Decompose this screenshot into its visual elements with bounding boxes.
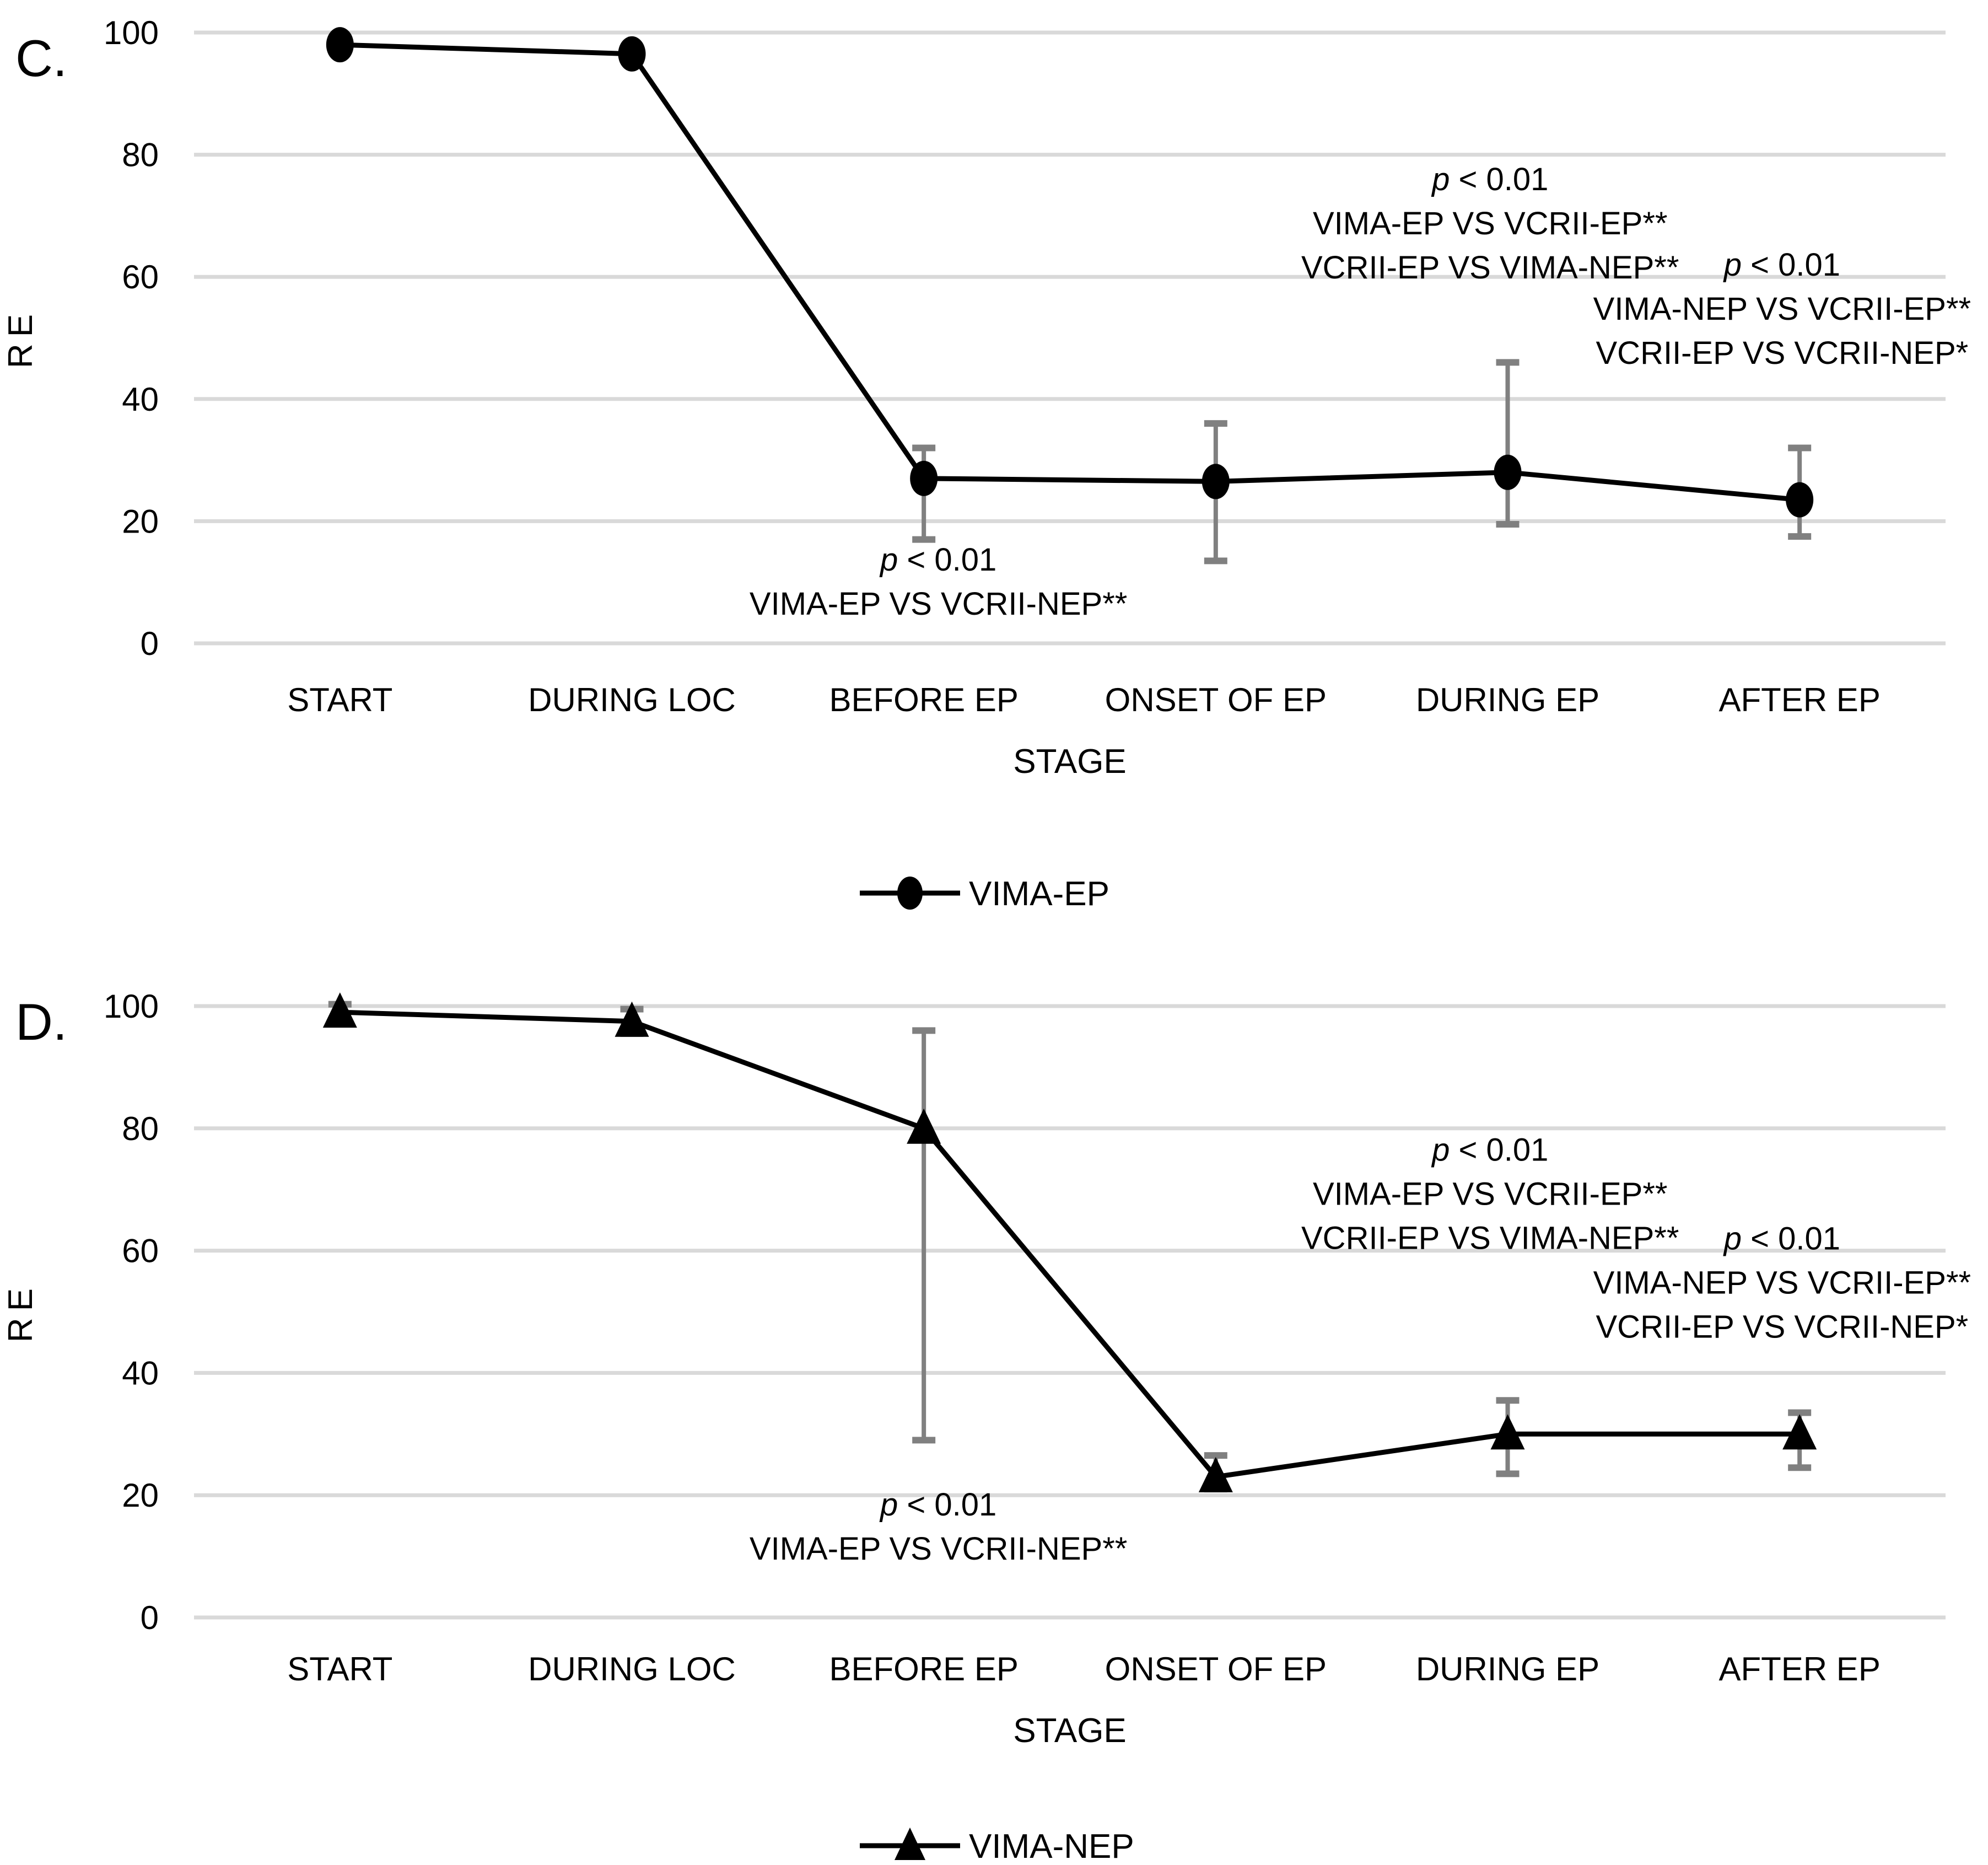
x-category-label: DURING LOC: [528, 1651, 736, 1687]
y-tick-label: 80: [122, 137, 159, 174]
y-tick-label: 100: [104, 988, 159, 1025]
data-point-marker-triangle: [907, 1108, 941, 1144]
data-point-marker-triangle: [322, 992, 357, 1028]
data-point-marker-circle: [326, 27, 354, 63]
y-tick-label: 20: [122, 503, 159, 540]
data-point-marker-triangle: [1198, 1456, 1233, 1492]
panel-label-c: C.: [15, 29, 67, 87]
data-point-marker-circle: [1786, 482, 1814, 518]
y-tick-label: 0: [141, 625, 159, 662]
x-category-label: DURING EP: [1416, 1651, 1599, 1687]
annotation-line: p < 0.01: [1431, 1132, 1548, 1168]
annotation-line: VIMA-EP VS VCRII-EP**: [1313, 206, 1668, 241]
annotation-line: p < 0.01: [1723, 1221, 1840, 1256]
annotation-line: VCRII-EP VS VIMA-NEP**: [1301, 250, 1679, 286]
y-tick-label: 40: [122, 381, 159, 418]
series-line: [340, 42, 1800, 503]
y-tick-label: 60: [122, 259, 159, 295]
annotation-line: VCRII-EP VS VIMA-NEP**: [1301, 1221, 1679, 1256]
series-line: [340, 1009, 1800, 1480]
x-category-label: BEFORE EP: [829, 681, 1018, 718]
annotation-line: VIMA-EP VS VCRII-NEP**: [750, 586, 1127, 622]
x-category-label: BEFORE EP: [829, 1651, 1018, 1687]
legend-marker-circle: [897, 877, 923, 910]
y-tick-label: 20: [122, 1477, 159, 1514]
y-tick-label: 80: [122, 1110, 159, 1147]
x-category-label: ONSET OF EP: [1105, 1651, 1327, 1687]
legend-label: VIMA-EP: [969, 875, 1109, 913]
x-axis-title: STAGE: [1013, 1712, 1127, 1750]
x-category-label: START: [287, 1651, 392, 1687]
y-tick-label: 40: [122, 1355, 159, 1391]
x-category-label: AFTER EP: [1718, 681, 1880, 718]
x-category-label: AFTER EP: [1718, 1651, 1880, 1687]
panel-d-chart: 0 20 40 60 80 100 START DURING LOC BEFORE EP ONSE…: [2, 988, 1971, 1865]
annotation-line: p < 0.01: [1431, 162, 1548, 197]
panel-c-chart: 0 20 40 60 80 100 START DURING LOC BEFORE EP ONSE…: [2, 14, 1971, 913]
annotation-line: VIMA-EP VS VCRII-EP**: [1313, 1176, 1668, 1212]
x-category-label: DURING EP: [1416, 681, 1599, 718]
y-tick-label: 0: [141, 1599, 159, 1636]
data-point-marker-circle: [1494, 454, 1522, 490]
data-point-marker-triangle: [615, 1001, 649, 1037]
data-point-marker-triangle: [1490, 1414, 1525, 1450]
x-category-label: ONSET OF EP: [1105, 681, 1327, 718]
panel-label-d: D.: [15, 993, 67, 1051]
data-point-marker-circle: [910, 460, 938, 496]
x-category-label: DURING LOC: [528, 681, 736, 718]
y-axis-title: RE: [2, 308, 40, 368]
legend-marker-triangle: [895, 1828, 925, 1860]
data-point-marker-triangle: [1782, 1414, 1817, 1450]
annotation-line: VIMA-NEP VS VCRII-EP**: [1593, 1265, 1971, 1300]
annotation-line: p < 0.01: [879, 542, 996, 578]
annotation-line: p < 0.01: [879, 1487, 996, 1523]
annotation-line: p < 0.01: [1723, 247, 1840, 283]
annotation-line: VCRII-EP VS VCRII-NEP*: [1596, 335, 1969, 371]
data-point-marker-circle: [618, 36, 646, 72]
y-tick-label: 100: [104, 14, 159, 51]
y-tick-label: 60: [122, 1233, 159, 1270]
y-axis-title: RE: [2, 1282, 40, 1342]
x-axis-title: STAGE: [1013, 743, 1127, 781]
data-point-marker-circle: [1202, 464, 1230, 499]
annotation-line: VIMA-NEP VS VCRII-EP**: [1593, 291, 1971, 327]
x-category-label: START: [287, 681, 392, 718]
legend-label: VIMA-NEP: [969, 1828, 1134, 1865]
annotation-line: VIMA-EP VS VCRII-NEP**: [750, 1531, 1127, 1567]
annotation-line: VCRII-EP VS VCRII-NEP*: [1596, 1309, 1969, 1345]
